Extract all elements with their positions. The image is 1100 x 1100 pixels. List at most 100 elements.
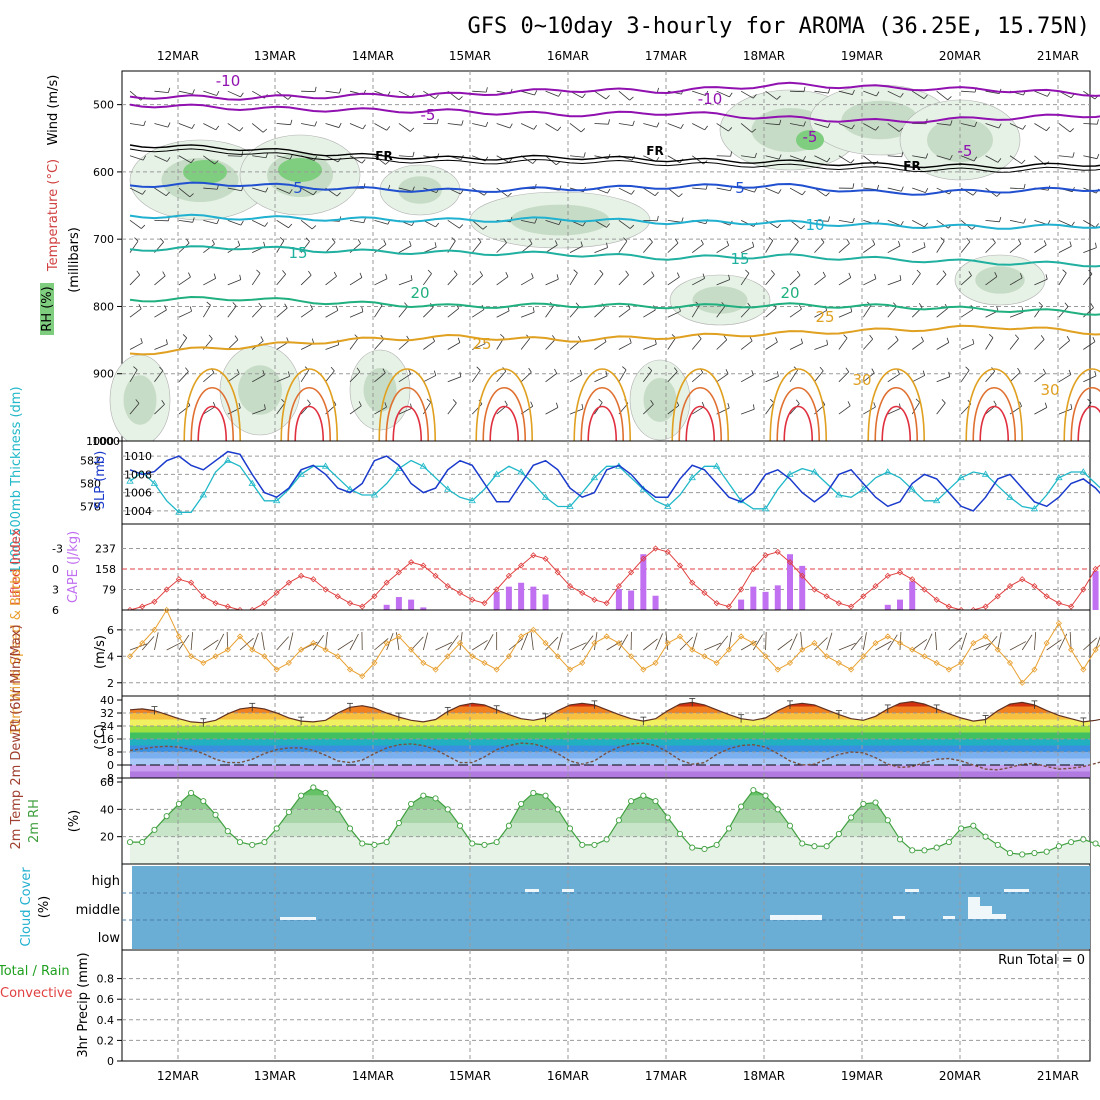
wind-barb-flag	[457, 337, 461, 343]
wind-barb-flag	[279, 237, 285, 241]
temp-band	[130, 713, 1090, 720]
lifted-index-point	[481, 600, 488, 607]
contour-label: 20	[780, 284, 799, 302]
thickness-point	[761, 505, 770, 512]
wind-barb	[569, 123, 582, 133]
lifted-index-point	[566, 583, 574, 590]
thickness-point	[370, 491, 379, 498]
wind-barb-flag	[654, 191, 659, 196]
wind-barb-flag	[846, 238, 850, 244]
wind-barb	[227, 219, 242, 226]
wind-barb	[838, 405, 851, 415]
precip-tick-label: 0	[107, 1055, 114, 1068]
wind-barb	[789, 369, 798, 383]
cloud-block	[525, 889, 539, 892]
wind-barb-flag	[580, 241, 583, 247]
wind-barb	[203, 278, 216, 286]
wind-speed-point	[334, 653, 341, 660]
ylabel-cloud-cover: Cloud Cover	[19, 867, 34, 947]
wind-barb-flag	[265, 187, 269, 193]
cape-bar	[395, 597, 402, 610]
wind-barb	[227, 373, 240, 383]
surface-wind-barb	[190, 632, 194, 651]
wind-barb-flag	[555, 402, 559, 408]
wind-barb-flag	[503, 238, 507, 243]
cape-bar	[505, 586, 512, 610]
wind-barb-flag	[678, 193, 683, 198]
wind-barb	[251, 306, 263, 318]
wind-barb-flag	[476, 366, 481, 371]
wind-barb	[471, 220, 484, 230]
wind-barb-flag	[459, 224, 464, 229]
rh-point	[359, 840, 366, 847]
wind-barb	[349, 155, 363, 164]
wind-barb	[594, 219, 607, 228]
wind-speed-point	[432, 666, 439, 673]
wind-barb	[789, 343, 803, 350]
rh-point	[1092, 840, 1099, 847]
wind-barb	[789, 308, 802, 318]
wind-barb	[863, 90, 877, 97]
rh-shading	[123, 375, 157, 425]
temp-band	[130, 752, 1090, 759]
wind-barb	[838, 219, 853, 224]
wind-barb	[765, 123, 780, 126]
ylabel-cloud-units: (%)	[37, 896, 52, 919]
wind-barb-flag	[1014, 334, 1019, 339]
surface-wind-barb	[545, 636, 559, 651]
date-label-bottom: 16MAR	[547, 1069, 589, 1083]
wind-barb	[349, 123, 364, 130]
isotherm-loop	[392, 405, 423, 442]
ylabel-temp-units: (°C)	[93, 724, 108, 750]
isotherm-loop	[979, 405, 1010, 442]
pressure-tick-label: 500	[93, 99, 114, 112]
wind-barb-flag	[384, 402, 387, 408]
rh-point	[579, 841, 586, 848]
wind-barb	[765, 341, 778, 350]
date-label-top: 21MAR	[1037, 49, 1079, 63]
thickness-point	[492, 470, 501, 477]
wind-barb-flag	[820, 238, 825, 243]
wind-barb-flag	[289, 154, 293, 160]
wind-barb	[129, 342, 143, 350]
rh-point	[334, 806, 341, 813]
wind-barb-flag	[161, 400, 165, 405]
surface-wind-barb	[789, 633, 798, 651]
wind-barb-flag	[410, 275, 413, 281]
wind-barb	[741, 155, 756, 159]
wind-speed-point	[860, 653, 867, 660]
wind-barb	[838, 123, 852, 130]
wind-barb-flag	[262, 370, 265, 376]
wind-barb-flag	[730, 151, 733, 157]
wind-barb	[300, 308, 313, 318]
wind-speed-point	[628, 653, 635, 660]
rh-shading-high	[278, 158, 322, 182]
lifted-index-point	[652, 545, 659, 552]
wind-barb-flag	[1090, 303, 1094, 308]
cape-bar	[652, 595, 659, 610]
wind-barb	[691, 372, 704, 383]
thickness-point	[664, 502, 672, 509]
lifted-index-point	[1068, 603, 1075, 610]
wind-barb-flag	[206, 301, 211, 306]
wind-barb-flag	[697, 334, 702, 340]
rh-point	[163, 813, 170, 820]
wind-barb-flag	[873, 402, 876, 408]
wind-barb-flag	[363, 217, 366, 223]
wind-speed-point	[175, 633, 182, 640]
wind-speed-point	[750, 640, 757, 647]
wind-barb	[349, 311, 364, 318]
ylabel-temperature: Temperature (°C)	[46, 159, 61, 272]
wind-barb-flag	[232, 302, 237, 307]
chart-title: GFS 0~10day 3-hourly for AROMA (36.25E, …	[467, 14, 1090, 39]
wind-barb-flag	[947, 96, 952, 101]
lifted-index-point	[322, 586, 329, 593]
wind-barb	[252, 219, 265, 227]
ylabel-slp: SLP (mb)	[93, 451, 108, 510]
wind-barb-flag	[409, 240, 412, 246]
lifted-index-point	[1092, 565, 1099, 573]
wind-barb	[472, 123, 486, 128]
wind-barb	[814, 242, 825, 253]
wind-barb	[374, 219, 389, 225]
wind-barb	[863, 244, 876, 253]
